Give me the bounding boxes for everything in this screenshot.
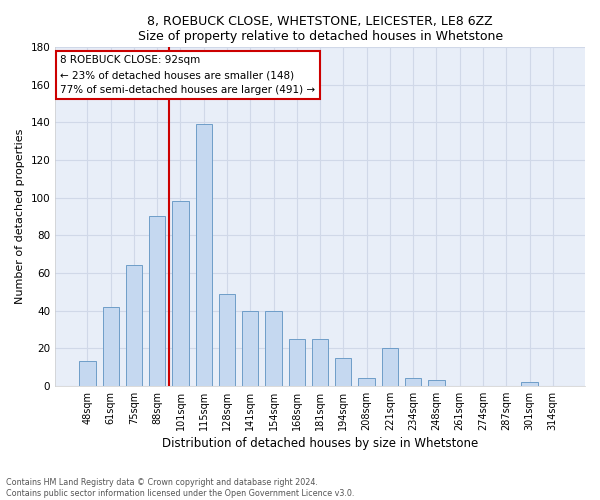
Bar — [219, 294, 235, 386]
Bar — [103, 306, 119, 386]
Text: 8 ROEBUCK CLOSE: 92sqm
← 23% of detached houses are smaller (148)
77% of semi-de: 8 ROEBUCK CLOSE: 92sqm ← 23% of detached… — [61, 56, 316, 95]
Bar — [126, 266, 142, 386]
Bar — [358, 378, 375, 386]
Bar — [242, 310, 259, 386]
Bar — [312, 339, 328, 386]
Bar — [265, 310, 281, 386]
Bar — [405, 378, 421, 386]
Bar — [196, 124, 212, 386]
Title: 8, ROEBUCK CLOSE, WHETSTONE, LEICESTER, LE8 6ZZ
Size of property relative to det: 8, ROEBUCK CLOSE, WHETSTONE, LEICESTER, … — [137, 15, 503, 43]
Bar — [289, 339, 305, 386]
X-axis label: Distribution of detached houses by size in Whetstone: Distribution of detached houses by size … — [162, 437, 478, 450]
Bar — [149, 216, 166, 386]
Y-axis label: Number of detached properties: Number of detached properties — [15, 128, 25, 304]
Bar — [382, 348, 398, 386]
Bar — [172, 202, 188, 386]
Bar — [428, 380, 445, 386]
Bar — [335, 358, 352, 386]
Bar — [521, 382, 538, 386]
Text: Contains HM Land Registry data © Crown copyright and database right 2024.
Contai: Contains HM Land Registry data © Crown c… — [6, 478, 355, 498]
Bar — [79, 362, 95, 386]
